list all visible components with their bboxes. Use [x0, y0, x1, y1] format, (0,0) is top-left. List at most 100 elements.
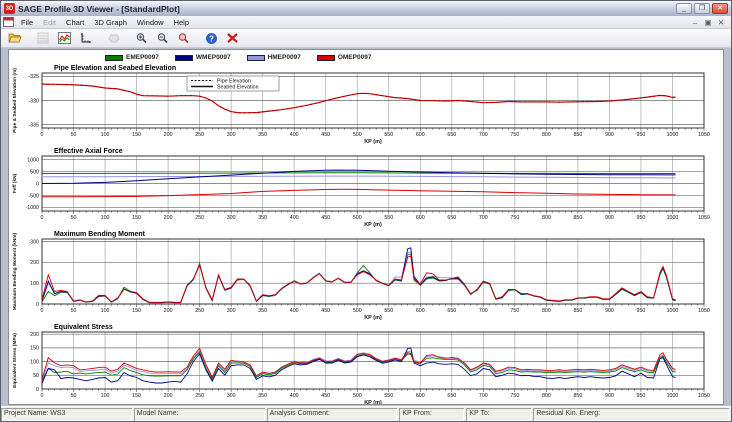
- svg-text:700: 700: [479, 132, 488, 138]
- svg-text:50: 50: [33, 373, 39, 379]
- status-pane-3: KP From:: [399, 408, 464, 421]
- svg-text:900: 900: [605, 132, 614, 138]
- svg-text:0: 0: [36, 302, 39, 308]
- svg-text:300: 300: [227, 308, 236, 314]
- minimize-button[interactable]: _: [676, 3, 692, 14]
- svg-text:-1000: -1000: [25, 205, 39, 211]
- legend-item-omep0097: OMEP0097: [316, 54, 371, 61]
- chart-effective-axial-force[interactable]: 0 50 100 150 200 250 300 350 400 450 500 550 600 650 7…: [9, 145, 723, 228]
- svg-text:200: 200: [30, 260, 39, 266]
- legend-item-wmep0097: WMEP0097: [174, 54, 231, 61]
- svg-text:200: 200: [164, 215, 173, 221]
- svg-text:500: 500: [353, 308, 362, 314]
- svg-text:750: 750: [510, 132, 519, 138]
- legend-label: HMEP0097: [267, 54, 301, 61]
- titlebar[interactable]: 3D SAGE Profile 3D Viewer - [StandardPlo…: [1, 1, 731, 16]
- axes-icon: [80, 33, 91, 43]
- menu-file[interactable]: File: [21, 17, 34, 27]
- menu-help[interactable]: Help: [173, 17, 190, 27]
- eraser-icon: [107, 34, 120, 42]
- status-pane-0: Project Name: WS3: [1, 408, 132, 421]
- status-pane-2: Analysis Comment:: [267, 408, 398, 421]
- y-axis-label: Equivalent Stress (MPa): [12, 333, 18, 388]
- legend-swatch: [105, 54, 123, 61]
- svg-text:300: 300: [227, 393, 236, 399]
- svg-text:-325: -325: [28, 74, 39, 80]
- svg-text:1050: 1050: [698, 132, 710, 138]
- chart-maximum-bending-moment[interactable]: 0 50 100 150 200 250 300 350 400 450 500 550 600 650 7…: [9, 228, 723, 321]
- svg-text:150: 150: [132, 308, 141, 314]
- svg-text:400: 400: [290, 132, 299, 138]
- toolbar: ?: [1, 29, 731, 48]
- svg-text:650: 650: [447, 215, 456, 221]
- mdi-minimize-button[interactable]: –: [692, 17, 698, 27]
- series-emep0097: [42, 172, 676, 174]
- svg-text:600: 600: [416, 393, 425, 399]
- svg-text:Seabed Elevation: Seabed Elevation: [217, 84, 259, 90]
- svg-text:500: 500: [353, 393, 362, 399]
- svg-text:650: 650: [447, 132, 456, 138]
- series-emep0097: [42, 351, 676, 382]
- svg-text:450: 450: [321, 215, 330, 221]
- svg-text:50: 50: [71, 308, 77, 314]
- series-group: [42, 83, 676, 114]
- chart-equivalent-stress[interactable]: 0 50 100 150 200 250 300 350 400 450 500 550 600 650 7…: [9, 321, 723, 405]
- legend-label: WMEP0097: [195, 54, 231, 61]
- menu-chart[interactable]: Chart: [66, 17, 85, 27]
- zoom-in-icon: [136, 32, 147, 43]
- plot-panel: EMEP0097 WMEP0097 HMEP0097 OMEP0097 0 50 100 1…: [8, 49, 724, 405]
- svg-text:550: 550: [384, 132, 393, 138]
- legend-swatch: [316, 54, 335, 61]
- svg-text:400: 400: [290, 393, 299, 399]
- svg-text:650: 650: [447, 393, 456, 399]
- chart-title: Maximum Bending Moment: [54, 231, 146, 238]
- help-button[interactable]: ?: [201, 30, 221, 47]
- svg-text:900: 900: [605, 308, 614, 314]
- status-pane-4: KP To:: [466, 408, 531, 421]
- svg-text:800: 800: [542, 215, 551, 221]
- svg-text:350: 350: [258, 308, 267, 314]
- zoom-out-button[interactable]: [152, 30, 172, 47]
- svg-text:100: 100: [101, 215, 110, 221]
- svg-text:500: 500: [353, 132, 362, 138]
- close-chart-button[interactable]: [222, 30, 242, 47]
- svg-text:100: 100: [101, 393, 110, 399]
- series-group: [42, 247, 676, 304]
- svg-text:300: 300: [30, 239, 39, 245]
- close-button[interactable]: ✕: [712, 3, 728, 14]
- zoom-reset-button[interactable]: [173, 30, 193, 47]
- open-folder-button[interactable]: [5, 30, 25, 47]
- axes-button[interactable]: [75, 30, 95, 47]
- svg-text:950: 950: [637, 393, 646, 399]
- svg-text:300: 300: [227, 215, 236, 221]
- chart-pipe-elevation-and-seabed-elevation[interactable]: 0 50 100 150 200 250 300 350 400 450 500 550 600 650 7…: [9, 62, 723, 145]
- zoom-reset-icon: [178, 32, 189, 43]
- mdi-close-button[interactable]: ✕: [717, 17, 725, 27]
- app-icon: 3D: [4, 3, 15, 14]
- svg-text:250: 250: [195, 215, 204, 221]
- svg-text:850: 850: [573, 393, 582, 399]
- svg-text:0: 0: [36, 181, 39, 187]
- svg-text:600: 600: [416, 132, 425, 138]
- close-chart-icon: [226, 33, 238, 43]
- svg-text:600: 600: [416, 308, 425, 314]
- svg-text:1000: 1000: [667, 308, 679, 314]
- svg-text:1050: 1050: [698, 393, 710, 399]
- svg-text:650: 650: [447, 308, 456, 314]
- svg-text:250: 250: [195, 132, 204, 138]
- status-pane-5: Residual Kin. Energ:: [533, 408, 729, 421]
- document-icon[interactable]: [3, 17, 14, 27]
- svg-text:-330: -330: [28, 98, 39, 104]
- chart-button[interactable]: [54, 30, 74, 47]
- svg-text:1050: 1050: [698, 308, 710, 314]
- zoom-in-button[interactable]: [131, 30, 151, 47]
- legend-item-hmep0097: HMEP0097: [246, 54, 301, 61]
- svg-text:450: 450: [321, 132, 330, 138]
- menu-window[interactable]: Window: [136, 17, 164, 27]
- svg-text:700: 700: [479, 393, 488, 399]
- mdi-restore-button[interactable]: ▣: [704, 17, 712, 27]
- svg-text:1000: 1000: [27, 157, 39, 163]
- svg-text:950: 950: [637, 308, 646, 314]
- menu-3d-graph[interactable]: 3D Graph: [94, 17, 127, 27]
- restore-button[interactable]: ❐: [694, 3, 710, 14]
